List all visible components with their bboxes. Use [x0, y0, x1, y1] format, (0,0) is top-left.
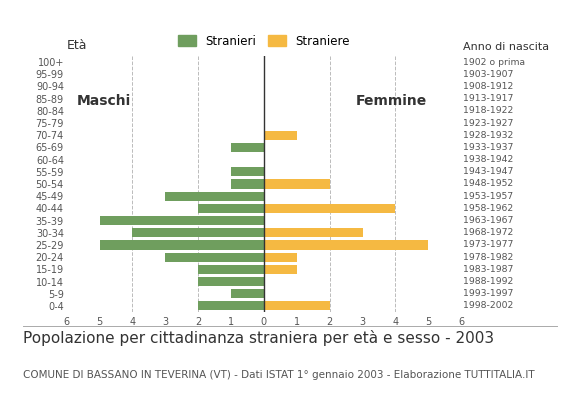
Text: 1963-1967: 1963-1967 — [463, 216, 514, 225]
Text: 1928-1932: 1928-1932 — [463, 131, 514, 140]
Bar — [231, 180, 264, 188]
Text: 1998-2002: 1998-2002 — [463, 302, 514, 310]
Text: 1902 o prima: 1902 o prima — [463, 58, 525, 66]
Bar — [264, 265, 297, 274]
Text: 1988-1992: 1988-1992 — [463, 277, 514, 286]
Text: 1913-1917: 1913-1917 — [463, 94, 514, 103]
Bar — [198, 277, 264, 286]
Bar — [264, 301, 329, 310]
Text: 1918-1922: 1918-1922 — [463, 106, 514, 115]
Text: 1908-1912: 1908-1912 — [463, 82, 514, 91]
Legend: Stranieri, Straniere: Stranieri, Straniere — [175, 31, 353, 51]
Text: 1903-1907: 1903-1907 — [463, 70, 514, 79]
Bar — [264, 204, 396, 213]
Text: 1958-1962: 1958-1962 — [463, 204, 514, 213]
Text: 1993-1997: 1993-1997 — [463, 289, 514, 298]
Text: Maschi: Maschi — [77, 94, 131, 108]
Bar — [264, 131, 297, 140]
Text: Anno di nascita: Anno di nascita — [463, 42, 550, 52]
Text: 1923-1927: 1923-1927 — [463, 118, 514, 128]
Bar — [231, 143, 264, 152]
Text: 1933-1937: 1933-1937 — [463, 143, 514, 152]
Bar — [165, 252, 264, 262]
Bar — [132, 228, 264, 237]
Text: 1973-1977: 1973-1977 — [463, 240, 514, 250]
Text: 1983-1987: 1983-1987 — [463, 265, 514, 274]
Text: 1948-1952: 1948-1952 — [463, 180, 514, 188]
Text: 1978-1982: 1978-1982 — [463, 253, 514, 262]
Bar — [100, 216, 264, 225]
Bar — [264, 252, 297, 262]
Bar — [165, 192, 264, 201]
Text: 1953-1957: 1953-1957 — [463, 192, 514, 201]
Text: 1968-1972: 1968-1972 — [463, 228, 514, 237]
Bar — [231, 289, 264, 298]
Text: Femmine: Femmine — [356, 94, 427, 108]
Text: COMUNE DI BASSANO IN TEVERINA (VT) - Dati ISTAT 1° gennaio 2003 - Elaborazione T: COMUNE DI BASSANO IN TEVERINA (VT) - Dat… — [23, 370, 535, 380]
Bar — [198, 204, 264, 213]
Text: Popolazione per cittadinanza straniera per età e sesso - 2003: Popolazione per cittadinanza straniera p… — [23, 330, 494, 346]
Text: Età: Età — [67, 39, 87, 52]
Bar — [198, 301, 264, 310]
Bar — [264, 228, 362, 237]
Text: 1943-1947: 1943-1947 — [463, 167, 514, 176]
Bar — [198, 265, 264, 274]
Bar — [264, 180, 329, 188]
Text: 1938-1942: 1938-1942 — [463, 155, 514, 164]
Bar — [231, 167, 264, 176]
Bar — [100, 240, 264, 250]
Bar — [264, 240, 428, 250]
